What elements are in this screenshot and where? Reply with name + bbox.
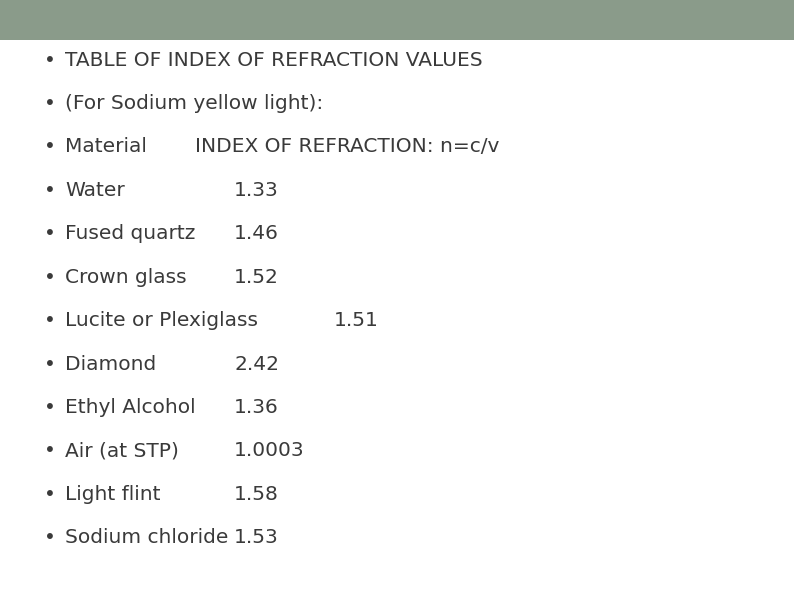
Text: •: • [44, 485, 56, 504]
Text: 1.53: 1.53 [234, 528, 279, 547]
Text: •: • [44, 355, 56, 374]
Text: Lucite or Plexiglass: Lucite or Plexiglass [65, 311, 258, 330]
Text: •: • [44, 528, 56, 547]
Text: •: • [44, 268, 56, 287]
Text: 1.0003: 1.0003 [234, 441, 305, 461]
Text: Air (at STP): Air (at STP) [65, 441, 179, 461]
Text: •: • [44, 224, 56, 243]
Text: Material: Material [65, 137, 147, 156]
Text: Light flint: Light flint [65, 485, 160, 504]
Text: Sodium chloride: Sodium chloride [65, 528, 229, 547]
Text: 1.36: 1.36 [234, 398, 279, 417]
Text: 1.46: 1.46 [234, 224, 279, 243]
Text: •: • [44, 181, 56, 200]
Text: 2.42: 2.42 [234, 355, 279, 374]
Text: Ethyl Alcohol: Ethyl Alcohol [65, 398, 196, 417]
Text: •: • [44, 137, 56, 156]
Text: •: • [44, 398, 56, 417]
Text: 1.58: 1.58 [234, 485, 279, 504]
Text: Fused quartz: Fused quartz [65, 224, 195, 243]
Text: Water: Water [65, 181, 125, 200]
Text: (For Sodium yellow light):: (For Sodium yellow light): [65, 94, 323, 113]
Text: Crown glass: Crown glass [65, 268, 187, 287]
Text: INDEX OF REFRACTION: n=c/v: INDEX OF REFRACTION: n=c/v [195, 137, 499, 156]
Text: TABLE OF INDEX OF REFRACTION VALUES: TABLE OF INDEX OF REFRACTION VALUES [65, 51, 483, 70]
Text: 1.52: 1.52 [234, 268, 279, 287]
Text: 1.33: 1.33 [234, 181, 279, 200]
Text: 1.51: 1.51 [333, 311, 379, 330]
Text: Diamond: Diamond [65, 355, 156, 374]
Text: •: • [44, 94, 56, 113]
Text: •: • [44, 311, 56, 330]
Text: •: • [44, 51, 56, 70]
Text: •: • [44, 441, 56, 461]
